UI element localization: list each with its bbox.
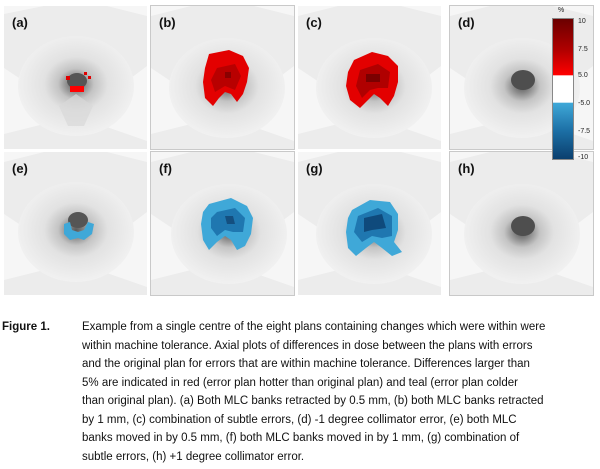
panel-label: (g) <box>306 161 323 176</box>
colorbar-tick: -5.0 <box>578 100 591 107</box>
caption-line: banks moved in by 0.5 mm, (f) both MLC b… <box>82 432 520 444</box>
panel-label: (a) <box>12 15 28 30</box>
panel-label: (e) <box>12 161 28 176</box>
caption-line: within machine tolerance. Axial plots of… <box>82 339 533 352</box>
dose-panel-a: (a) <box>4 6 147 149</box>
caption-line: by 1 mm, (c) combination of subtle error… <box>82 413 517 426</box>
dose-map-b <box>151 6 294 149</box>
dose-map-e <box>4 152 147 295</box>
panel-label: (d) <box>458 15 475 30</box>
caption-line: than original plan). (a) Both MLC banks … <box>82 395 544 407</box>
dose-map-f <box>151 152 294 295</box>
caption-first-line: Figure 1. Example from a single centre of… <box>2 318 598 337</box>
dose-map-g <box>298 152 441 295</box>
dose-map-c <box>298 6 441 149</box>
dose-map-h <box>450 152 593 295</box>
caption-label: Figure 1. <box>2 321 50 333</box>
figure-caption: Figure 1. Example from a single centre of… <box>2 318 598 466</box>
caption-text: Example from a single centre of the eigh… <box>82 321 546 333</box>
caption-line: 5% are indicated in red (error plan hott… <box>82 376 518 389</box>
dose-panel-b: (b) <box>150 5 295 150</box>
colorbar-tick: 7.5 <box>578 46 588 53</box>
caption-line: subtle errors, (h) +1 degree collimator … <box>82 450 305 463</box>
colorbar-unit: % <box>558 7 565 14</box>
colorbar-scale <box>552 18 574 160</box>
dose-panel-c: (c) <box>298 6 441 149</box>
colorbar-tick: 5.0 <box>578 72 588 79</box>
colorbar-tick: 10 <box>578 18 586 25</box>
panel-label: (f) <box>159 161 172 176</box>
panel-label: (b) <box>159 15 176 30</box>
panel-label: (h) <box>458 161 475 176</box>
colorbar-tick: -7.5 <box>578 128 591 135</box>
dose-panel-e: (e) <box>4 152 147 295</box>
panel-label: (c) <box>306 15 322 30</box>
dose-map-a <box>4 6 147 149</box>
caption-line: and the original plan for errors that ar… <box>82 358 530 370</box>
dose-panel-f: (f) <box>150 151 295 296</box>
dose-panel-g: (g) <box>298 152 441 295</box>
colorbar-tick: -10 <box>578 154 589 161</box>
colorbar: % 10 7.5 5.0 -5.0 -7.5 -10 <box>548 4 598 164</box>
dose-panel-h: (h) <box>449 151 594 296</box>
